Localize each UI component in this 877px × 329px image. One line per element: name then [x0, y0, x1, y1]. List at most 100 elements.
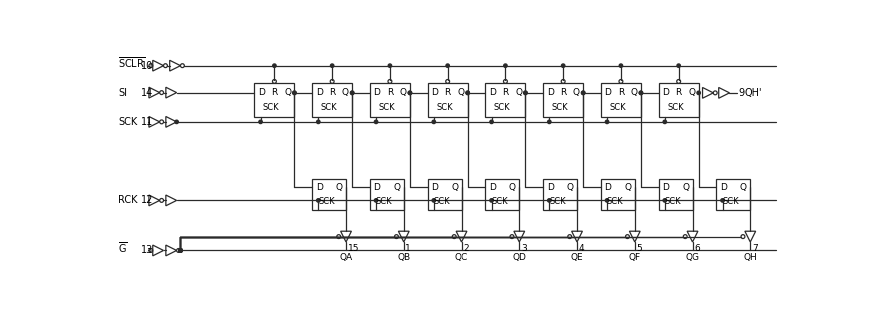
Circle shape [408, 91, 411, 94]
Text: D: D [258, 89, 265, 97]
Text: R: R [444, 89, 450, 97]
Circle shape [179, 249, 182, 252]
Text: 9: 9 [738, 88, 744, 98]
Bar [485, 179, 518, 210]
Bar [600, 83, 640, 117]
Text: SCK: SCK [722, 196, 738, 206]
Text: D: D [603, 89, 610, 97]
Bar [658, 83, 698, 117]
Circle shape [330, 64, 333, 67]
Circle shape [292, 91, 296, 94]
Text: Q: Q [572, 89, 579, 97]
Text: QF: QF [628, 253, 640, 262]
Text: Q: Q [283, 89, 290, 97]
Text: D: D [373, 89, 380, 97]
Circle shape [388, 64, 391, 67]
Text: SCK: SCK [262, 103, 279, 112]
Text: R: R [674, 89, 681, 97]
Circle shape [374, 199, 377, 202]
Text: Q: Q [624, 183, 631, 192]
Circle shape [179, 249, 182, 252]
Text: 14: 14 [141, 88, 153, 98]
Text: Q: Q [688, 89, 695, 97]
Text: SCK: SCK [320, 103, 337, 112]
Text: SCK: SCK [118, 117, 137, 127]
Circle shape [179, 249, 182, 252]
Bar [427, 83, 467, 117]
Bar [543, 83, 582, 117]
Circle shape [431, 199, 435, 202]
Circle shape [618, 64, 622, 67]
Circle shape [179, 249, 182, 252]
Text: 3: 3 [520, 243, 526, 253]
Text: Q: Q [399, 89, 406, 97]
Circle shape [179, 249, 182, 252]
Circle shape [179, 249, 182, 252]
Text: D: D [488, 183, 496, 192]
Circle shape [179, 249, 182, 252]
Text: QE: QE [570, 253, 582, 262]
Circle shape [604, 199, 608, 202]
Circle shape [431, 120, 435, 124]
Text: D: D [373, 183, 380, 192]
Text: R: R [271, 89, 277, 97]
Text: 7: 7 [751, 243, 757, 253]
Text: SCK: SCK [491, 196, 508, 206]
Circle shape [560, 64, 564, 67]
Text: Q: Q [457, 89, 464, 97]
Circle shape [489, 199, 493, 202]
Text: SCK: SCK [548, 196, 565, 206]
Text: QD: QD [512, 253, 525, 262]
Text: 6: 6 [694, 243, 699, 253]
Bar [716, 179, 750, 210]
Text: Q: Q [515, 89, 522, 97]
Text: 11: 11 [141, 117, 153, 127]
Text: Q: Q [451, 183, 458, 192]
Text: Q: Q [739, 183, 746, 192]
Text: R: R [502, 89, 508, 97]
Text: 13: 13 [141, 245, 153, 255]
Bar [254, 83, 294, 117]
Circle shape [350, 91, 353, 94]
Circle shape [175, 120, 178, 124]
Circle shape [662, 120, 666, 124]
Text: R: R [387, 89, 393, 97]
Text: RCK: RCK [118, 195, 138, 205]
Circle shape [408, 91, 411, 94]
Circle shape [259, 120, 262, 124]
Circle shape [720, 199, 724, 202]
Text: D: D [315, 183, 322, 192]
Bar [600, 179, 634, 210]
Circle shape [604, 120, 608, 124]
Circle shape [662, 199, 666, 202]
Text: D: D [546, 89, 553, 97]
Text: SI: SI [118, 88, 127, 98]
Circle shape [547, 120, 551, 124]
Circle shape [503, 64, 507, 67]
Text: Q: Q [566, 183, 573, 192]
Circle shape [292, 91, 296, 94]
Circle shape [466, 91, 469, 94]
Circle shape [179, 249, 182, 252]
Text: SCK: SCK [433, 196, 450, 206]
Text: SCK: SCK [317, 196, 334, 206]
Circle shape [547, 199, 551, 202]
Text: 5: 5 [636, 243, 641, 253]
Text: 4: 4 [578, 243, 583, 253]
Circle shape [524, 91, 526, 94]
Circle shape [273, 64, 275, 67]
Bar [369, 179, 403, 210]
Text: QG: QG [685, 253, 699, 262]
Text: R: R [329, 89, 335, 97]
Text: SCK: SCK [375, 196, 392, 206]
Text: Q: Q [509, 183, 516, 192]
Text: QB: QB [396, 253, 410, 262]
Text: D: D [603, 183, 610, 192]
Bar [369, 83, 410, 117]
Text: SCK: SCK [667, 103, 683, 112]
Text: D: D [431, 183, 438, 192]
Text: D: D [546, 183, 553, 192]
Text: QH': QH' [744, 88, 761, 98]
Text: Q: Q [341, 89, 348, 97]
Circle shape [581, 91, 584, 94]
